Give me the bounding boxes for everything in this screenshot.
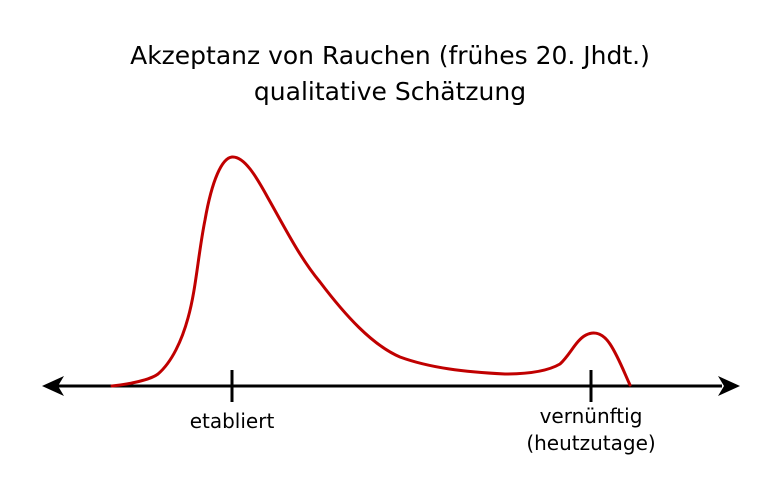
axis-right-arrowhead (718, 376, 740, 396)
acceptance-curve (110, 155, 632, 388)
title-line-2: qualitative Schätzung (254, 77, 526, 106)
axis-left-arrowhead (42, 376, 64, 396)
tick-label-heutzutage: (heutzutage) (526, 431, 655, 455)
title-line-1: Akzeptanz von Rauchen (frühes 20. Jhdt.) (130, 41, 650, 70)
tick-label-vernuenftig: vernünftig (540, 404, 643, 428)
tick-label-etabliert: etabliert (190, 409, 275, 433)
